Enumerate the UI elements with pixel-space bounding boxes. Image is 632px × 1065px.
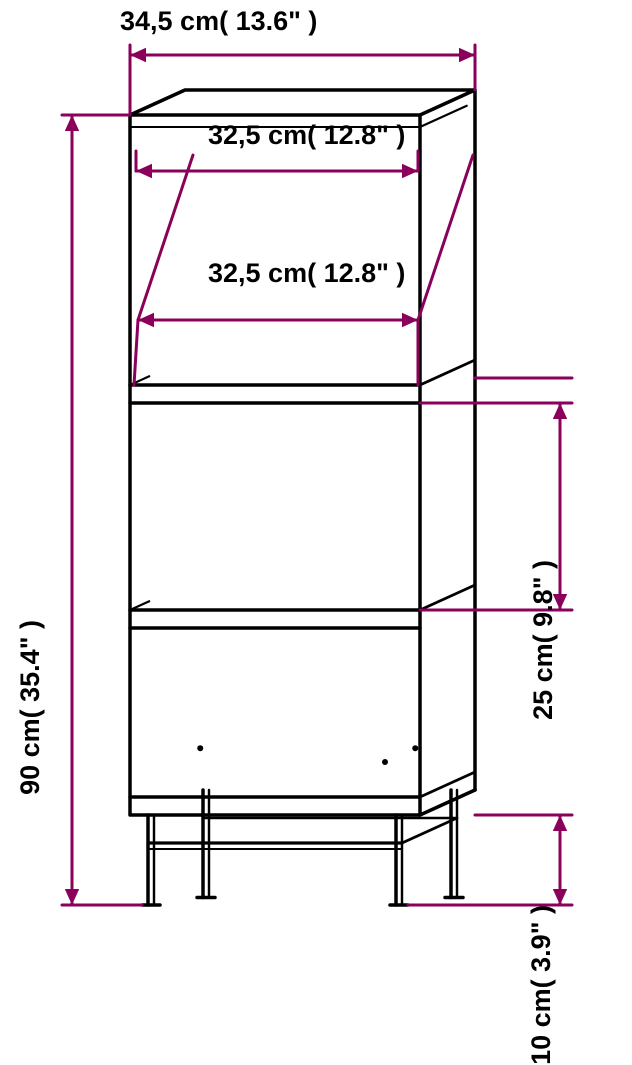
dim-leg-height: 10 cm( 3.9" ) bbox=[526, 905, 557, 1065]
dim-width-inner: 32,5 cm( 12.8" ) bbox=[208, 120, 405, 151]
dim-depth: 32,5 cm( 12.8" ) bbox=[208, 258, 405, 289]
dim-width-outer: 34,5 cm( 13.6" ) bbox=[120, 6, 317, 37]
diagram-container: 34,5 cm( 13.6" ) 32,5 cm( 12.8" ) 32,5 c… bbox=[0, 0, 632, 1020]
dim-shelf-gap: 25 cm( 9.8" ) bbox=[528, 560, 559, 720]
dim-height: 90 cm( 35.4" ) bbox=[15, 620, 46, 795]
